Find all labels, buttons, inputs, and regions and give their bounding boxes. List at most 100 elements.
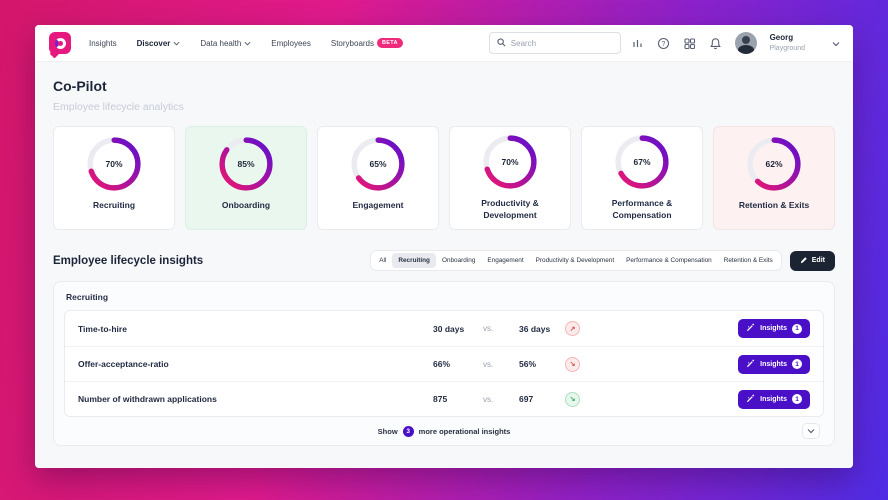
card-onboarding[interactable]: 85% Onboarding xyxy=(185,126,307,230)
trend-arrow-icon: ↘ xyxy=(569,396,576,403)
top-navbar: Insights Discover Data health Employees … xyxy=(35,25,853,62)
card-engagement[interactable]: 65% Engagement xyxy=(317,126,439,230)
metric-name: Offer-acceptance-ratio xyxy=(78,359,169,369)
app-logo-icon[interactable] xyxy=(49,32,71,54)
card-label: Engagement xyxy=(352,199,404,210)
card-recruiting[interactable]: 70% Recruiting xyxy=(53,126,175,230)
card-retention-exits[interactable]: 62% Retention & Exits xyxy=(713,126,835,230)
metric-name: Time-to-hire xyxy=(78,323,127,334)
donut-percent: 70% xyxy=(501,157,519,168)
chevron-down-icon xyxy=(244,40,251,47)
user-menu-chevron-icon[interactable] xyxy=(832,40,840,47)
insights-section-title: Employee lifecycle insights xyxy=(53,254,204,267)
svg-text:?: ? xyxy=(661,41,665,48)
filter-tab-engagement[interactable]: Engagement xyxy=(487,257,524,264)
notifications-bell-icon[interactable] xyxy=(709,37,722,50)
donut-percent: 85% xyxy=(237,158,255,169)
benchmark-value: 697 xyxy=(519,394,534,404)
card-label: Onboarding xyxy=(221,199,271,210)
user-name: Georg xyxy=(769,33,794,43)
insights-controls: All Recruiting Onboarding Engagement Pro… xyxy=(370,250,835,271)
donut-chart: 65% xyxy=(351,136,405,191)
show-more-label-prefix: Show xyxy=(377,426,398,436)
metric-value: 30 days xyxy=(433,323,465,334)
donut-percent: 67% xyxy=(633,157,651,168)
search-input[interactable] xyxy=(510,38,613,48)
page-title: Co-Pilot xyxy=(53,78,107,94)
card-label: Performance & Compensation xyxy=(611,198,673,220)
insights-button[interactable]: Insights 1 xyxy=(738,354,810,374)
benchmark-value: 56% xyxy=(519,359,537,369)
metric-name: Number of withdrawn applications xyxy=(78,394,217,404)
benchmark-value: 36 days xyxy=(519,323,551,334)
table-row[interactable]: Time-to-hire 30 days vs. 36 days ↗ Insig… xyxy=(65,311,823,346)
metric-value: 66% xyxy=(433,359,451,369)
user-avatar[interactable] xyxy=(734,32,757,54)
nav-item-storyboards[interactable]: Storyboards BETA xyxy=(331,38,403,48)
navbar-actions: ? Georg Playground xyxy=(631,32,840,54)
show-more-row: Show 3 more operational insights xyxy=(64,417,824,445)
table-row[interactable]: Number of withdrawn applications 875 vs.… xyxy=(65,381,823,416)
insights-count-badge: 1 xyxy=(792,359,802,369)
filter-tab-recruiting[interactable]: Recruiting xyxy=(392,253,436,268)
help-icon[interactable]: ? xyxy=(657,37,670,50)
donut-percent: 70% xyxy=(105,158,123,169)
chevron-down-icon xyxy=(173,40,180,47)
donut-chart: 70% xyxy=(87,136,141,191)
table-row[interactable]: Offer-acceptance-ratio 66% vs. 56% ↘ Ins… xyxy=(65,346,823,381)
show-more-label-suffix: more operational insights xyxy=(418,426,511,436)
trend-badge: ↗ xyxy=(565,321,580,336)
donut-chart: 70% xyxy=(483,135,537,190)
vs-label: vs. xyxy=(483,394,494,404)
magic-wand-icon xyxy=(746,323,755,334)
filter-tab-all[interactable]: All xyxy=(379,257,387,264)
donut-percent: 65% xyxy=(369,158,387,169)
search-box[interactable] xyxy=(488,32,621,54)
trend-badge: ↘ xyxy=(565,391,580,407)
vs-label: vs. xyxy=(483,324,494,333)
insights-panel: Recruiting Time-to-hire 30 days vs. 36 d… xyxy=(53,281,835,446)
filter-tab-onboarding[interactable]: Onboarding xyxy=(441,257,476,264)
main-nav: Insights Discover Data health Employees … xyxy=(89,38,403,48)
edit-button[interactable]: Edit xyxy=(789,250,835,271)
filter-tab-performance-compensation[interactable]: Performance & Compensation xyxy=(626,257,712,264)
donut-chart: 85% xyxy=(219,136,273,191)
insights-button[interactable]: Insights 1 xyxy=(738,389,810,409)
more-insights-count-badge: 3 xyxy=(402,425,414,437)
magic-wand-icon xyxy=(746,394,755,405)
nav-item-discover[interactable]: Discover xyxy=(137,39,181,48)
metric-value: 875 xyxy=(433,394,448,404)
filter-tab-retention-exits[interactable]: Retention & Exits xyxy=(723,257,773,264)
card-label: Productivity & Development xyxy=(481,198,539,220)
nav-item-insights[interactable]: Insights xyxy=(89,38,117,48)
magic-wand-icon xyxy=(746,359,755,370)
group-label: Recruiting xyxy=(66,292,109,302)
analytics-icon[interactable] xyxy=(631,37,644,50)
nav-item-data-health[interactable]: Data health xyxy=(200,39,251,48)
app-window: Insights Discover Data health Employees … xyxy=(35,25,853,468)
nav-item-employees[interactable]: Employees xyxy=(271,38,311,48)
search-icon xyxy=(497,34,506,52)
card-productivity-development[interactable]: 70% Productivity & Development xyxy=(449,126,571,230)
donut-percent: 62% xyxy=(765,158,783,169)
main-content: Co-Pilot Employee lifecycle analytics 70… xyxy=(35,62,853,468)
beta-badge: BETA xyxy=(377,38,403,48)
page-subtitle: Employee lifecycle analytics xyxy=(53,101,184,113)
lifecycle-filter-tabs: All Recruiting Onboarding Engagement Pro… xyxy=(370,250,782,271)
expand-chevron-button[interactable] xyxy=(802,423,820,439)
insights-button[interactable]: Insights 1 xyxy=(738,319,810,338)
insights-section-header: Employee lifecycle insights All Recruiti… xyxy=(53,250,835,271)
user-meta: Georg Playground xyxy=(770,33,805,52)
donut-chart: 67% xyxy=(615,135,669,190)
pencil-icon xyxy=(800,256,808,266)
card-label: Recruiting xyxy=(92,199,136,210)
filter-tab-productivity-development[interactable]: Productivity & Development xyxy=(535,257,615,264)
user-workspace: Playground xyxy=(769,44,805,52)
donut-chart: 62% xyxy=(747,136,801,191)
card-label: Retention & Exits xyxy=(738,199,810,210)
trend-arrow-icon: ↘ xyxy=(569,361,576,368)
card-performance-compensation[interactable]: 67% Performance & Compensation xyxy=(581,126,703,230)
apps-grid-icon[interactable] xyxy=(683,37,696,50)
insights-table: Time-to-hire 30 days vs. 36 days ↗ Insig… xyxy=(64,310,824,417)
vs-label: vs. xyxy=(483,359,494,369)
